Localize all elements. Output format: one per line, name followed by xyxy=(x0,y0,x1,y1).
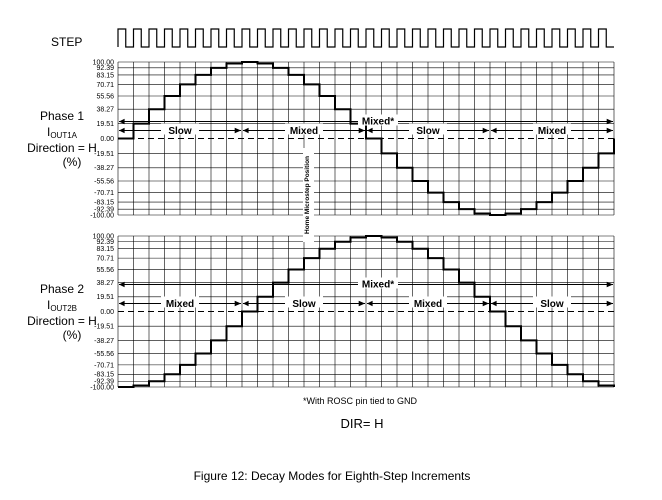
decay-segment-label: Mixed xyxy=(290,126,318,137)
y-tick-label: -19.51 xyxy=(94,324,114,331)
y-tick-label: -55.56 xyxy=(94,351,114,358)
decay-segment-label-bg xyxy=(533,296,571,308)
y-tick-label: 38.27 xyxy=(96,107,114,114)
mixed-label-bg xyxy=(358,114,398,126)
y-tick-label: 100.00 xyxy=(93,233,115,240)
mixed-label-bg xyxy=(358,277,398,289)
y-tick-label: -70.71 xyxy=(94,362,114,369)
y-tick-label: -38.27 xyxy=(94,338,114,345)
phase2-axis-title: Phase 2 IOUT2B Direction = H (%) xyxy=(27,282,97,342)
decay-segment-label-bg xyxy=(161,296,199,308)
decay-segment-label: Slow xyxy=(540,299,564,310)
grid-panel-2 xyxy=(117,235,615,388)
footnote: *With ROSC pin tied to GND xyxy=(303,396,418,406)
mixed-span-label: Mixed* xyxy=(362,117,394,128)
y-tick-label: 55.56 xyxy=(96,93,114,100)
decay-segment-label-bg xyxy=(409,123,447,135)
current-trace-iout2b xyxy=(118,235,615,388)
decay-annotations-phase-1: Mixed* Slow Mixed Slow Mixed xyxy=(119,114,613,137)
y-tick-label: -100.00 xyxy=(90,212,114,219)
grid-panel-1 xyxy=(117,61,615,216)
y-tick-label: -70.71 xyxy=(94,190,114,197)
y-tick-labels: 100.0092.3983.1570.7155.5638.2719.510.00… xyxy=(90,59,114,391)
phase2-unit: (%) xyxy=(63,328,82,342)
y-tick-label: 19.51 xyxy=(96,121,114,128)
phase2-title: Phase 2 xyxy=(40,282,84,296)
step-waveform xyxy=(117,28,614,48)
y-tick-label: 38.27 xyxy=(96,280,114,287)
step-label: STEP xyxy=(51,35,82,49)
dir-label: DIR= H xyxy=(341,416,384,431)
y-tick-label: -100.00 xyxy=(90,384,114,391)
y-tick-label: -38.27 xyxy=(94,165,114,172)
grid xyxy=(117,61,615,388)
y-tick-label: -83.15 xyxy=(94,372,114,379)
y-tick-label: -92.39 xyxy=(94,379,114,386)
y-tick-label: -92.39 xyxy=(94,207,114,214)
y-tick-label: 92.39 xyxy=(96,239,114,246)
phase1-title: Phase 1 xyxy=(40,109,84,123)
phase1-unit: (%) xyxy=(63,155,82,169)
y-tick-label: 0.00 xyxy=(100,136,114,143)
y-tick-label: 70.71 xyxy=(96,256,114,263)
decay-segment-label: Mixed xyxy=(414,299,442,310)
y-tick-label: 83.15 xyxy=(96,72,114,79)
step-pulse-train xyxy=(117,28,614,48)
decay-segment-label: Mixed xyxy=(538,126,566,137)
decay-segment-label-bg xyxy=(285,296,323,308)
phase2-current-label: IOUT2B xyxy=(47,298,77,313)
y-tick-label: -55.56 xyxy=(94,178,114,185)
decay-segment-label: Mixed xyxy=(166,299,194,310)
phase1-axis-title: Phase 1 IOUT1A Direction = H (%) xyxy=(27,109,97,169)
y-tick-label: 83.15 xyxy=(96,246,114,253)
decay-annotations-phase-2: Mixed* Mixed Slow Mixed Slow xyxy=(119,277,613,310)
decay-segment-label-bg xyxy=(409,296,447,308)
decay-segment-label: Slow xyxy=(292,299,316,310)
phase1-current-label: IOUT1A xyxy=(47,125,78,140)
decay-segment-label-bg xyxy=(285,123,323,135)
y-tick-label: -83.15 xyxy=(94,200,114,207)
y-tick-label: 0.00 xyxy=(100,309,114,316)
current-trace-iout1a xyxy=(118,61,615,216)
y-tick-label: 92.39 xyxy=(96,65,114,72)
home-microstep-label: Home Microstep Position xyxy=(304,156,311,234)
decay-segment-label: Slow xyxy=(168,126,192,137)
y-tick-label: 70.71 xyxy=(96,82,114,89)
phase1-direction: Direction = H xyxy=(27,141,97,155)
y-tick-label: 100.00 xyxy=(93,59,115,66)
phase2-direction: Direction = H xyxy=(27,314,97,328)
decay-segment-label-bg xyxy=(161,123,199,135)
mixed-span-label: Mixed* xyxy=(362,280,394,291)
home-label-bg xyxy=(303,148,314,242)
current-traces xyxy=(118,61,615,388)
figure-caption: Figure 12: Decay Modes for Eighth-Step I… xyxy=(194,469,471,483)
y-tick-label: -19.51 xyxy=(94,151,114,158)
y-tick-label: 55.56 xyxy=(96,267,114,274)
decay-segment-label: Slow xyxy=(416,126,440,137)
y-tick-label: 19.51 xyxy=(96,294,114,301)
decay-segment-label-bg xyxy=(533,123,571,135)
